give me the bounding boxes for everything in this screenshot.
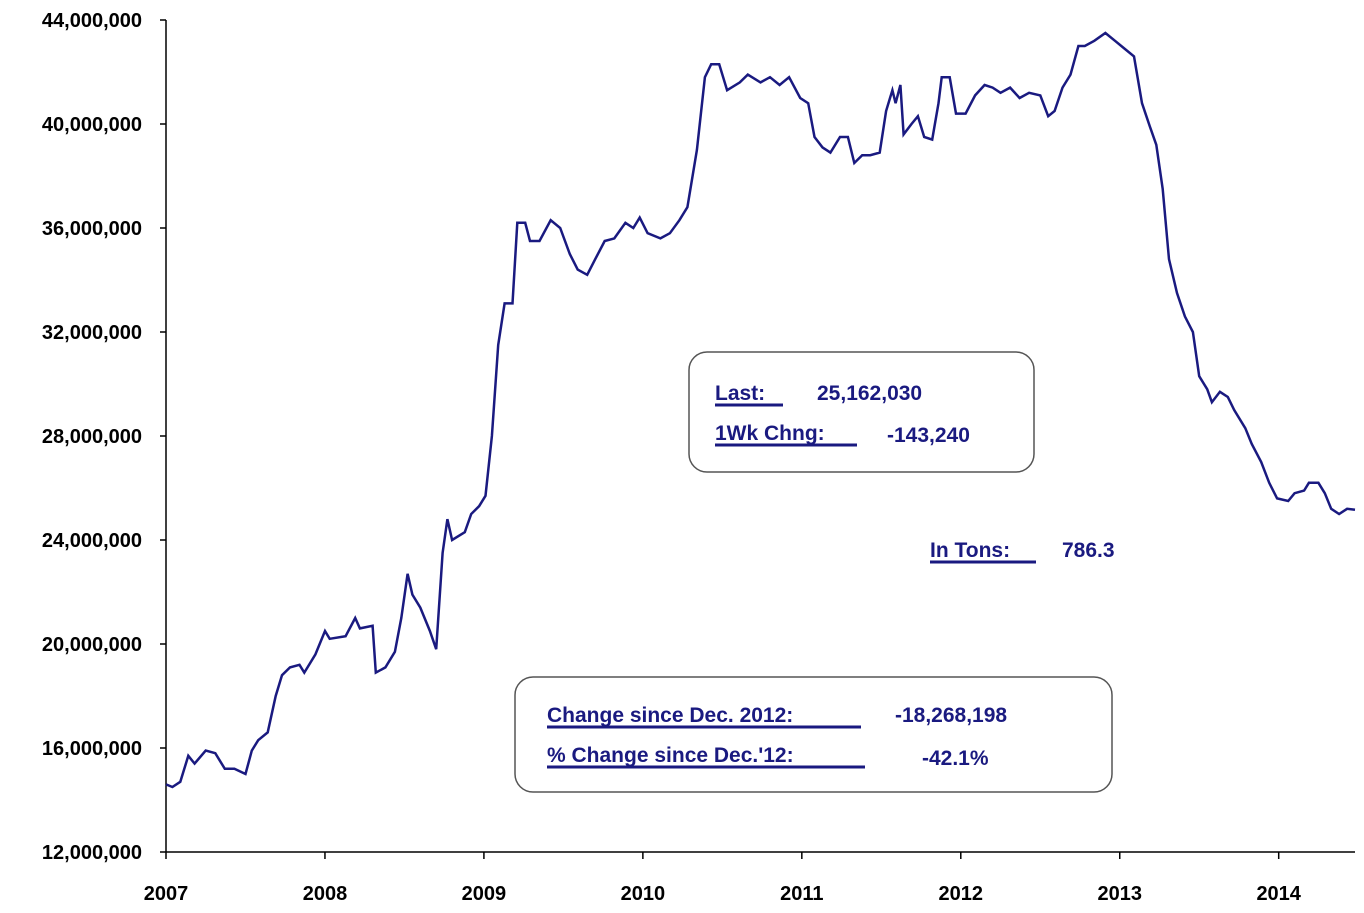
info-box	[514, 676, 1113, 793]
x-tick-label: 2010	[621, 883, 666, 905]
y-tick-label: 12,000,000	[42, 842, 142, 864]
line	[165, 31, 1356, 789]
y-tick-label: 28,000,000	[42, 426, 142, 448]
x-tick-label: 2014	[1256, 883, 1301, 905]
annotation: -143,240	[887, 424, 970, 447]
annotation: 25,162,030	[817, 382, 922, 405]
x-tick-label: 2008	[303, 883, 348, 905]
info-box	[688, 351, 1035, 473]
x-tick-label: 2009	[462, 883, 507, 905]
annotation: -42.1%	[922, 747, 989, 770]
x-tick-label: 2012	[939, 883, 984, 905]
y-tick-label: 40,000,000	[42, 114, 142, 136]
annotation: 786.3	[1062, 539, 1115, 562]
y-tick-label: 36,000,000	[42, 218, 142, 240]
y-tick-label: 24,000,000	[42, 530, 142, 552]
y-tick-label: 32,000,000	[42, 322, 142, 344]
y-tick-label: 44,000,000	[42, 10, 142, 32]
y-tick-label: 20,000,000	[42, 634, 142, 656]
annotation: Last:	[715, 382, 765, 405]
annotation: % Change since Dec.'12:	[547, 744, 794, 767]
annotation: In Tons:	[930, 539, 1010, 562]
annotation: 1Wk Chng:	[715, 422, 825, 445]
x-tick-label: 2007	[144, 883, 189, 905]
annotation: Change since Dec. 2012:	[547, 704, 793, 727]
y-tick-label: 16,000,000	[42, 738, 142, 760]
annotation: -18,268,198	[895, 704, 1007, 727]
x-tick-label: 2013	[1097, 883, 1142, 905]
x-tick-label: 2011	[780, 883, 823, 905]
